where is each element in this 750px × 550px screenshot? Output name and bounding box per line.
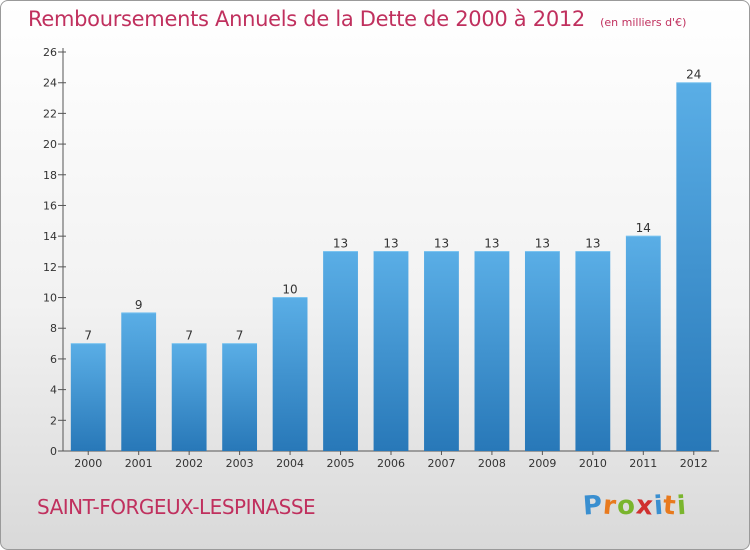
value-label: 13 (484, 237, 499, 251)
bar-2004 (272, 297, 308, 451)
y-tick-label: 10 (43, 292, 57, 305)
value-label: 14 (636, 221, 651, 235)
logo-letter: x (634, 490, 655, 522)
x-tick-label: 2003 (226, 457, 254, 470)
bar-2007 (424, 251, 459, 451)
logo-letter: o (615, 490, 637, 522)
bar-2011 (625, 236, 661, 451)
y-tick-label: 24 (43, 77, 57, 90)
chart-subtitle: (en milliers d'€) (600, 16, 687, 29)
chart-title: Remboursements Annuels de la Dette de 20… (28, 7, 585, 31)
x-tick-label: 2006 (377, 457, 405, 470)
value-label: 24 (686, 68, 701, 82)
value-label: 13 (535, 237, 550, 251)
bar-2001 (121, 312, 157, 451)
y-tick-label: 22 (43, 107, 57, 120)
bar-2000 (70, 343, 106, 451)
x-tick-label: 2012 (680, 457, 708, 470)
y-tick-label: 4 (50, 384, 57, 397)
value-label: 10 (282, 283, 297, 297)
x-tick-label: 2007 (427, 457, 455, 470)
bar-2008 (474, 251, 510, 451)
commune-name: SAINT-FORGEUX-LESPINASSE (37, 495, 316, 519)
value-label: 13 (585, 237, 600, 251)
bar-2010 (575, 251, 611, 451)
y-tick-label: 26 (43, 46, 57, 59)
value-label: 7 (236, 329, 244, 343)
logo-letter: i (675, 490, 688, 522)
x-tick-label: 2011 (629, 457, 657, 470)
value-label: 13 (383, 237, 398, 251)
y-tick-label: 2 (50, 414, 57, 427)
bar-2006 (373, 251, 409, 451)
y-tick-label: 8 (50, 322, 57, 335)
title-row: Remboursements Annuels de la Dette de 20… (28, 7, 686, 31)
x-tick-label: 2008 (478, 457, 506, 470)
y-tick-label: 18 (43, 169, 57, 182)
value-label: 7 (185, 329, 193, 343)
x-tick-label: 2000 (74, 457, 102, 470)
value-label: 13 (434, 237, 449, 251)
y-tick-label: 20 (43, 138, 57, 151)
x-tick-label: 2005 (327, 457, 355, 470)
value-label: 13 (333, 237, 348, 251)
y-tick-label: 6 (50, 353, 57, 366)
bar-2005 (323, 251, 358, 451)
value-label: 9 (135, 298, 143, 312)
bar-2012 (676, 82, 712, 451)
y-tick-label: 0 (50, 445, 57, 458)
bar-2002 (171, 343, 207, 451)
bar-2009 (524, 251, 560, 451)
x-tick-label: 2001 (125, 457, 153, 470)
x-tick-label: 2004 (276, 457, 304, 470)
value-label: 7 (84, 329, 92, 343)
bar-2003 (222, 343, 258, 451)
labels-group: 2000 7 2001 9 2002 7 2003 7 2004 10 2005 13 2006 13 20… (74, 68, 708, 470)
y-tick-label: 14 (43, 230, 57, 243)
x-tick-label: 2010 (579, 457, 607, 470)
x-tick-label: 2002 (175, 457, 203, 470)
logo-letter: P (581, 490, 605, 522)
x-tick-label: 2009 (528, 457, 556, 470)
y-tick-label: 16 (43, 199, 57, 212)
proxiti-logo: Proxiti (581, 490, 688, 522)
y-tick-label: 12 (43, 261, 57, 274)
bars-group (70, 82, 712, 451)
